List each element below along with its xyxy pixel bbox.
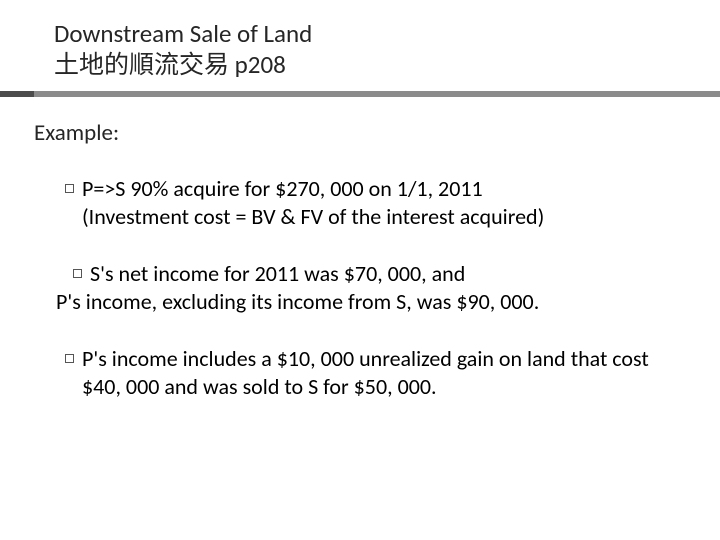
title-line-2: 土地的順流交易 p208 — [54, 49, 720, 80]
bullet-marker-icon — [56, 175, 82, 193]
bullet-text: P's income includes a $10, 000 unrealize… — [82, 345, 676, 402]
bullet-text: S's net income for 2011 was $70, 000, an… — [90, 260, 465, 289]
bullet-text-cont: P's income, excluding its income from S,… — [34, 288, 676, 317]
title-line-1: Downstream Sale of Land — [54, 18, 720, 49]
bullet-text-cont: (Investment cost = BV & FV of the intere… — [56, 203, 676, 232]
content-area: Example: P=>S 90% acquire for $270, 000 … — [0, 97, 720, 403]
example-label: Example: — [34, 119, 676, 147]
bullet-block: P's income includes a $10, 000 unrealize… — [34, 345, 676, 402]
bullet-marker-icon — [64, 260, 90, 278]
bullet-block: S's net income for 2011 was $70, 000, an… — [34, 260, 676, 317]
bullet-marker-icon — [56, 345, 82, 363]
bullet-text: P=>S 90% acquire for $270, 000 on 1/1, 2… — [82, 175, 483, 204]
bullet-block: P=>S 90% acquire for $270, 000 on 1/1, 2… — [34, 175, 676, 232]
title-area: Downstream Sale of Land 土地的順流交易 p208 — [0, 0, 720, 81]
